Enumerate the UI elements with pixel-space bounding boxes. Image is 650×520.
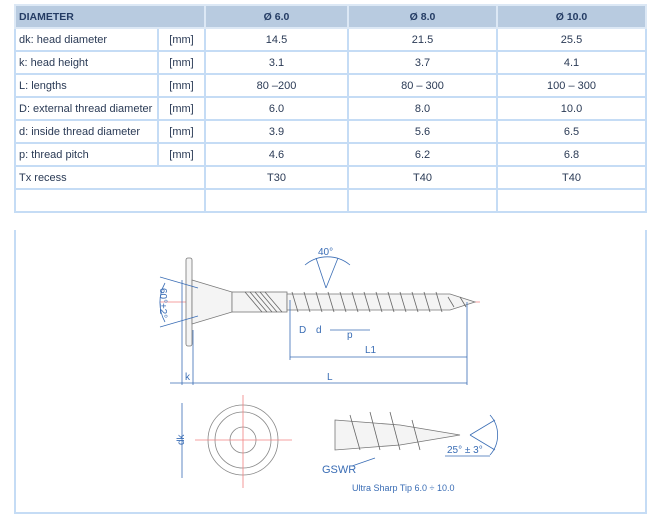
header-col: Ø 6.0 xyxy=(204,4,349,29)
thread-turn xyxy=(411,291,419,313)
row-unit: [mm] xyxy=(157,27,206,52)
dim-D: D xyxy=(299,325,306,336)
cell: T30 xyxy=(204,165,349,190)
row-unit: [mm] xyxy=(157,119,206,144)
cell: 4.6 xyxy=(204,142,349,167)
cell: 21.5 xyxy=(347,27,498,52)
thread-turn xyxy=(291,291,299,313)
table-header-row: DIAMETER Ø 6.0 Ø 8.0 Ø 10.0 xyxy=(14,4,647,29)
screw-drawing: 60°±2° 40° D d p L1 k L dk 25° ± 3° GSWR… xyxy=(157,247,499,493)
dim-d: d xyxy=(316,325,322,336)
table-row-empty xyxy=(14,188,647,213)
thread-turn xyxy=(423,291,431,313)
drawing-panel xyxy=(14,230,647,514)
cell: 6.0 xyxy=(204,96,349,121)
table-row: k: head height [mm] 3.1 3.7 4.1 xyxy=(14,50,647,75)
screw-head xyxy=(185,257,233,347)
thread-turn xyxy=(375,291,383,313)
table-row: Tx recess T30 T40 T40 xyxy=(14,165,647,190)
header-diameter: DIAMETER xyxy=(14,4,206,29)
tip-gswr-label: GSWR xyxy=(322,464,356,476)
table-row: d: inside thread diameter [mm] 3.9 5.6 6.5 xyxy=(14,119,647,144)
head-angle-label: 60°±2° xyxy=(157,288,168,318)
head-top-view: dk xyxy=(176,395,292,488)
cell: T40 xyxy=(496,165,647,190)
thread-turn xyxy=(387,291,395,313)
dim-dk: dk xyxy=(176,433,187,445)
cell: 6.2 xyxy=(347,142,498,167)
cell: 6.5 xyxy=(496,119,647,144)
table-row: L: lengths [mm] 80 –200 80 – 300 100 – 300 xyxy=(14,73,647,98)
table-row: p: thread pitch [mm] 4.6 6.2 6.8 xyxy=(14,142,647,167)
thread-turn xyxy=(351,291,359,313)
cell: 8.0 xyxy=(347,96,498,121)
thread-turn xyxy=(447,296,455,308)
cell: 5.6 xyxy=(347,119,498,144)
row-label: D: external thread diameter xyxy=(14,96,159,121)
dim-p: p xyxy=(347,330,353,341)
thread-turn xyxy=(363,291,371,313)
row-label: L: lengths xyxy=(14,73,159,98)
dim-k: k xyxy=(185,372,191,383)
thread-turn xyxy=(303,291,311,313)
cell: 100 – 300 xyxy=(496,73,647,98)
screw-threads xyxy=(291,291,467,313)
thread-turn xyxy=(459,296,467,308)
thread-turn xyxy=(339,291,347,313)
dim-L1: L1 xyxy=(365,345,377,356)
cell: 3.1 xyxy=(204,50,349,75)
cell: 80 –200 xyxy=(204,73,349,98)
table-row: dk: head diameter [mm] 14.5 21.5 25.5 xyxy=(14,27,647,52)
tip-angle-label: 25° ± 3° xyxy=(447,445,483,456)
thread-turn xyxy=(315,291,323,313)
tip-detail: 25° ± 3° GSWR Ultra Sharp Tip 6.0 ÷ 10.0 xyxy=(322,411,499,493)
row-unit: [mm] xyxy=(157,73,206,98)
thread-turn xyxy=(327,291,335,313)
cell: T40 xyxy=(347,165,498,190)
thread-turn xyxy=(399,291,407,313)
row-label: Tx recess xyxy=(14,165,206,190)
cell: 80 – 300 xyxy=(347,73,498,98)
cell: 10.0 xyxy=(496,96,647,121)
table-row: D: external thread diameter [mm] 6.0 8.0 10.… xyxy=(14,96,647,121)
row-label: p: thread pitch xyxy=(14,142,159,167)
dim-L: L xyxy=(327,372,333,383)
header-col: Ø 10.0 xyxy=(496,4,647,29)
row-label: k: head height xyxy=(14,50,159,75)
tip-caption: Ultra Sharp Tip 6.0 ÷ 10.0 xyxy=(352,483,455,493)
cell: 25.5 xyxy=(496,27,647,52)
row-unit: [mm] xyxy=(157,142,206,167)
cell: 6.8 xyxy=(496,142,647,167)
header-col: Ø 8.0 xyxy=(347,4,498,29)
row-unit: [mm] xyxy=(157,50,206,75)
specs-table: DIAMETER Ø 6.0 Ø 8.0 Ø 10.0 dk: head dia… xyxy=(14,4,647,213)
cell: 3.7 xyxy=(347,50,498,75)
cell: 3.9 xyxy=(204,119,349,144)
row-unit: [mm] xyxy=(157,96,206,121)
thread-turn xyxy=(435,291,443,313)
row-label: dk: head diameter xyxy=(14,27,159,52)
screw-ribs xyxy=(244,291,283,313)
thread-angle-label: 40° xyxy=(318,247,333,258)
cell: 14.5 xyxy=(204,27,349,52)
row-label: d: inside thread diameter xyxy=(14,119,159,144)
cell: 4.1 xyxy=(496,50,647,75)
